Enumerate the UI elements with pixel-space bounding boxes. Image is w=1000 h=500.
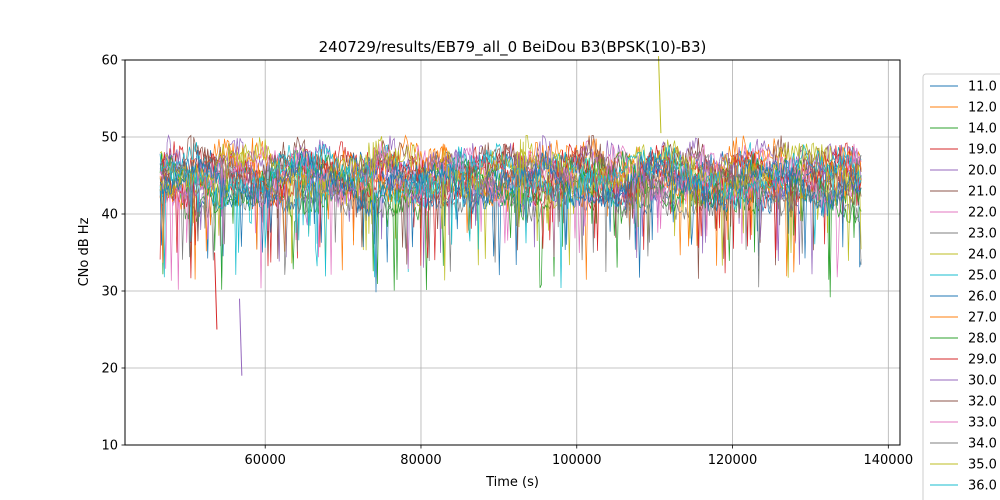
x-tick-label: 60000 — [245, 453, 286, 468]
x-tick-label: 120000 — [708, 453, 758, 468]
series-line — [159, 149, 862, 293]
legend-label: 27.0 — [968, 311, 997, 326]
legend-label: 29.0 — [968, 353, 997, 368]
y-tick-label: 60 — [101, 54, 118, 69]
legend-label: 12.0 — [968, 101, 997, 116]
notable-point — [238, 298, 243, 376]
y-axis-label: CNo dB Hz — [77, 217, 92, 286]
legend-label: 23.0 — [968, 227, 997, 242]
legend-label: 33.0 — [968, 416, 997, 431]
legend-label: 28.0 — [968, 332, 997, 347]
notable-point — [658, 56, 662, 134]
legend-label: 24.0 — [968, 248, 997, 263]
series-line — [159, 142, 862, 289]
legend-label: 21.0 — [968, 185, 997, 200]
notable-point — [214, 252, 218, 330]
legend-label: 32.0 — [968, 395, 997, 410]
legend: 11.0 12.0 14.0 19.0 20.0 21.0 22.0 23.0 24.0 25.0… — [922, 73, 1000, 500]
legend-label: 20.0 — [968, 164, 997, 179]
legend-label: 34.0 — [968, 437, 997, 452]
legend-label: 36.0 — [968, 479, 997, 494]
legend-frame — [922, 73, 1000, 500]
legend-label: 35.0 — [968, 458, 997, 473]
x-tick-label: 100000 — [552, 453, 602, 468]
grid-lines — [125, 59, 900, 446]
legend-label: 26.0 — [968, 290, 997, 305]
y-tick-label: 10 — [101, 439, 118, 454]
series-line — [159, 135, 862, 281]
legend-label: 19.0 — [968, 143, 997, 158]
y-tick-label: 30 — [101, 285, 118, 300]
axis-ticks: 60000 80000 100000 120000 140000 10 20 30 40 50 60 — [101, 54, 913, 469]
legend-label: 14.0 — [968, 122, 997, 137]
x-tick-label: 140000 — [863, 453, 913, 468]
legend-label: 22.0 — [968, 206, 997, 221]
legend-label: 25.0 — [968, 269, 997, 284]
plot-frame — [124, 59, 901, 446]
y-tick-label: 20 — [101, 362, 118, 377]
legend-label: 30.0 — [968, 374, 997, 389]
y-tick-label: 40 — [101, 208, 118, 223]
series-group — [159, 56, 862, 376]
x-axis-label: Time (s) — [485, 475, 539, 490]
chart-title: 240729/results/EB79_all_0 BeiDou B3(BPSK… — [319, 38, 707, 57]
x-tick-label: 80000 — [400, 453, 441, 468]
legend-label: 11.0 — [968, 80, 997, 95]
y-tick-label: 50 — [101, 131, 118, 146]
